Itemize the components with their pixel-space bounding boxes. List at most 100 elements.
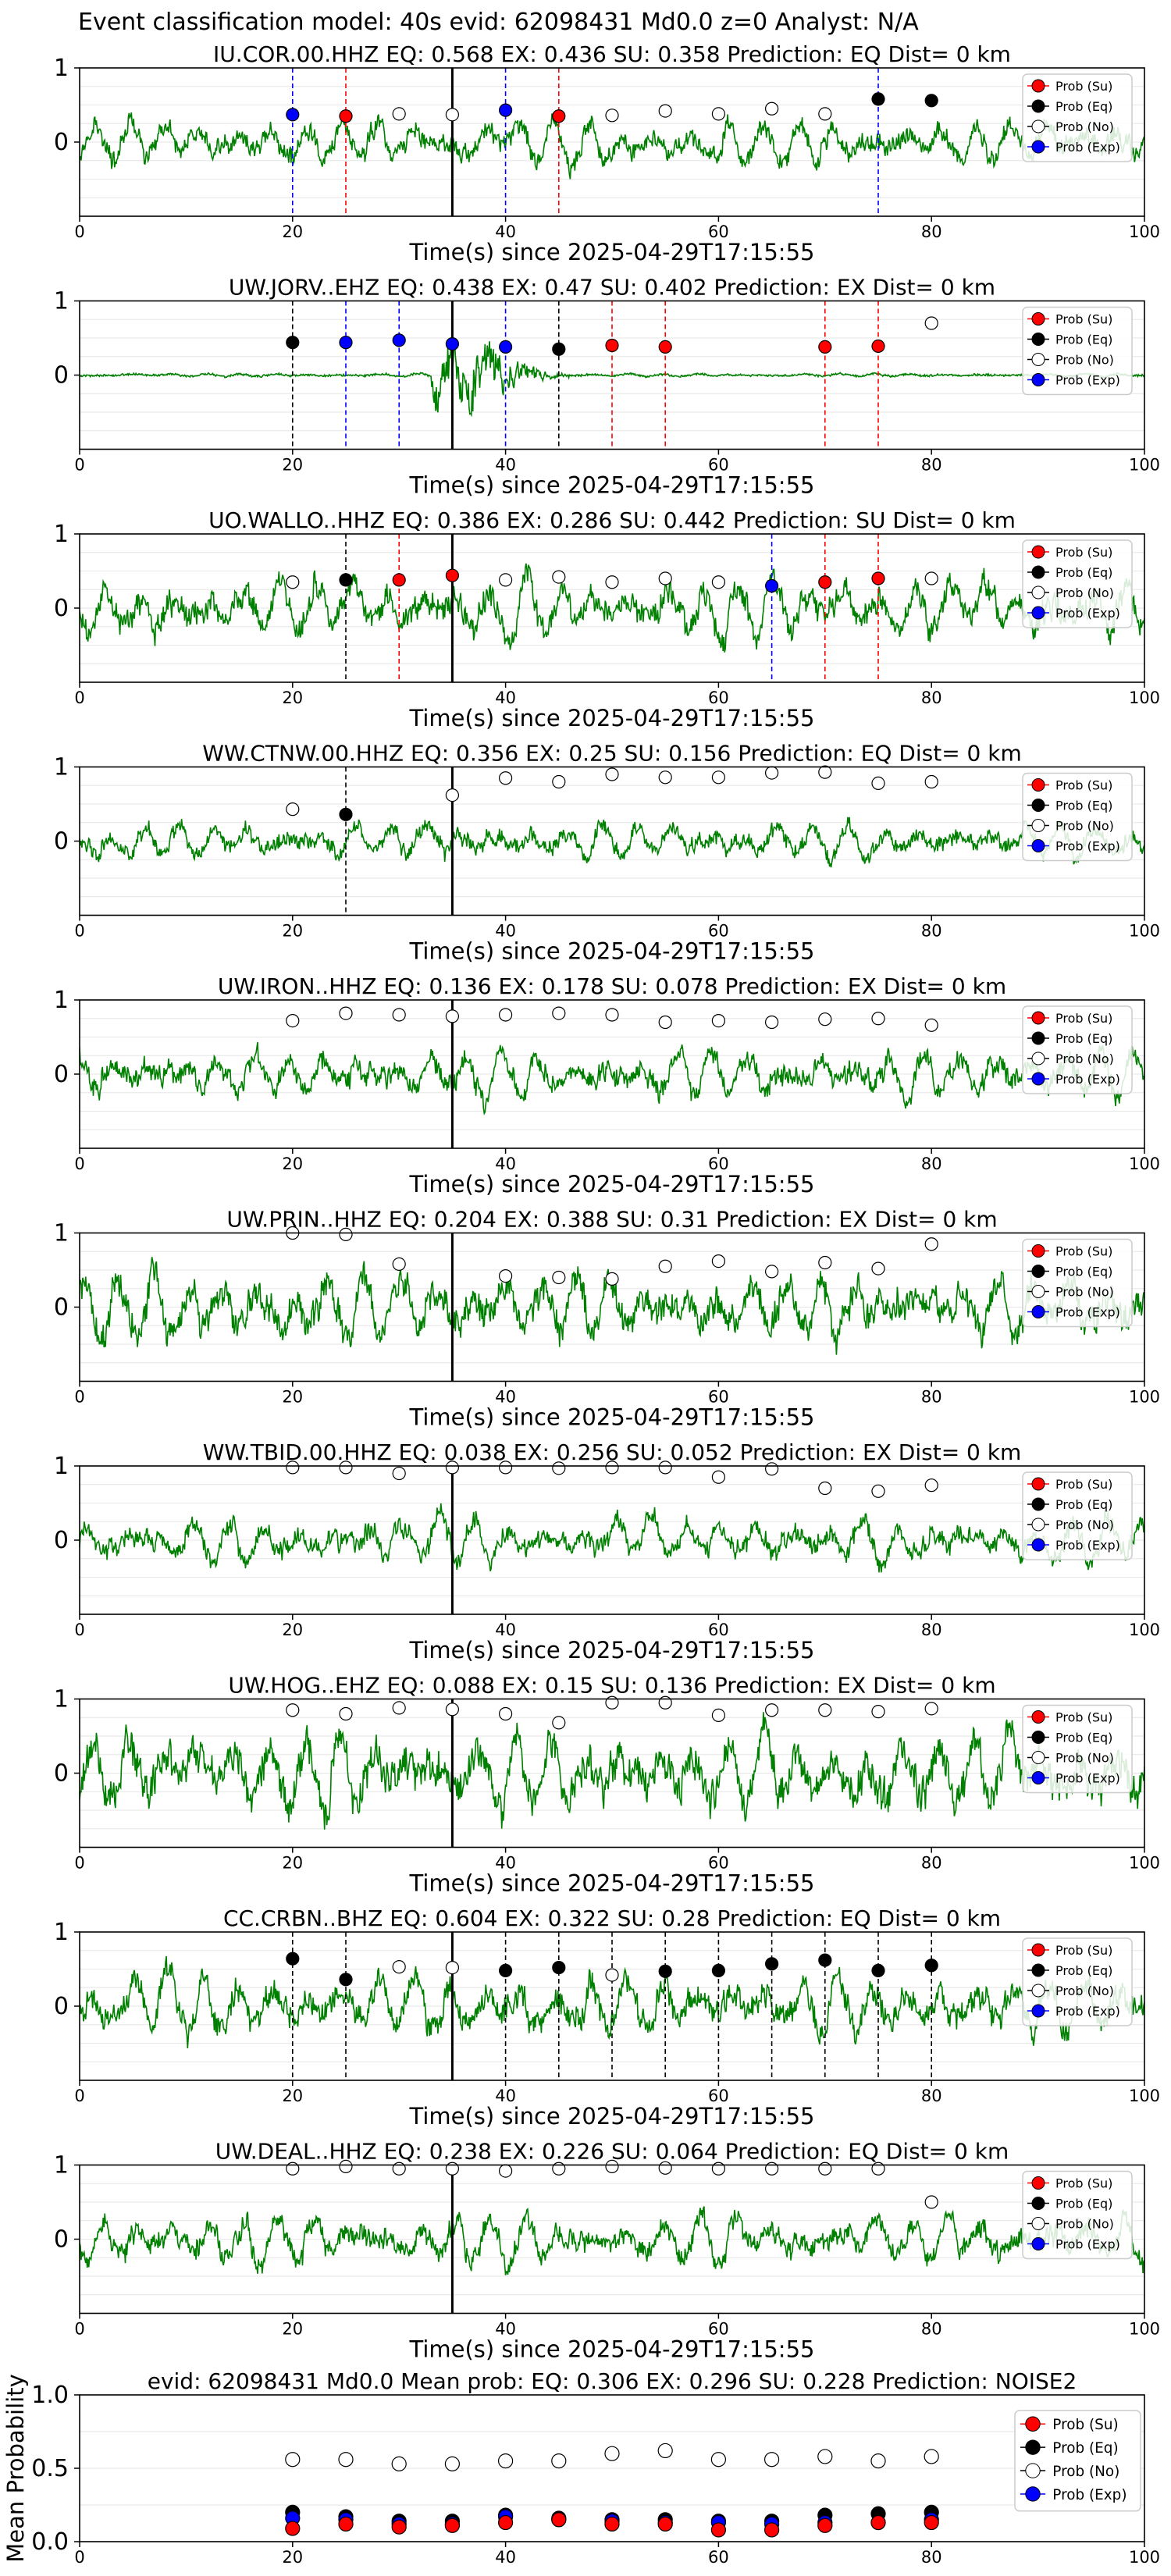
prob-marker-no (339, 1706, 353, 1721)
prob-marker-no (711, 1254, 726, 1268)
legend-marker-su (1031, 2176, 1045, 2190)
panel-title: UW.JORV..EHZ EQ: 0.438 EX: 0.47 SU: 0.40… (229, 275, 995, 301)
prob-marker-no (445, 1703, 460, 1717)
prob-marker-no (391, 2456, 407, 2471)
prob-marker-eq (658, 1964, 672, 1978)
legend-label: Prob (Su) (1055, 2176, 1112, 2191)
waveform-trace (80, 1503, 1144, 1573)
prob-marker-no (285, 2452, 301, 2467)
x-tick-label: 80 (921, 2320, 942, 2339)
plot-area (80, 2165, 1144, 2314)
y-tick-label: 1 (54, 55, 69, 82)
prob-marker-no (924, 2449, 939, 2464)
prob-marker-no (924, 1478, 938, 1493)
legend-box (1022, 1238, 1133, 1328)
prob-marker-no (764, 1265, 779, 1279)
legend-label: Prob (No) (1055, 585, 1114, 600)
station-panel: UW.HOG..EHZ EQ: 0.088 EX: 0.15 SU: 0.136… (54, 1673, 1160, 1897)
prob-marker-eq (339, 807, 353, 821)
x-tick-label: 60 (708, 688, 729, 707)
legend-box (1022, 2170, 1133, 2260)
prob-marker-no (339, 2159, 353, 2173)
prob-marker-no (764, 766, 779, 780)
prob-marker-su (551, 2512, 567, 2528)
prob-marker-no (711, 107, 726, 121)
panel-title: CC.CRBN..BHZ EQ: 0.604 EX: 0.322 SU: 0.2… (223, 1905, 1001, 1931)
prob-marker-su (871, 339, 885, 354)
prob-marker-no (871, 1261, 885, 1276)
legend-marker-su (1031, 1477, 1045, 1491)
x-tick-label: 80 (921, 1621, 942, 1639)
legend-marker-no (1031, 1517, 1045, 1532)
prob-marker-no (498, 1706, 513, 1721)
prob-marker-no (924, 1018, 938, 1032)
prob-marker-no (710, 2452, 727, 2467)
x-tick-label: 0 (74, 1854, 84, 1873)
x-tick-label: 20 (282, 1155, 303, 1173)
legend-label: Prob (Su) (1055, 1244, 1112, 1259)
legend-box (1022, 1704, 1133, 1794)
panel-title: evid: 62098431 Md0.0 Mean prob: EQ: 0.30… (148, 2368, 1077, 2394)
prob-marker-no (924, 1702, 938, 1716)
x-tick-label: 60 (708, 922, 729, 941)
x-tick-label: 100 (1129, 2320, 1160, 2339)
legend-marker-no (1031, 2217, 1045, 2230)
prob-marker-eq (286, 1952, 300, 1966)
prob-marker-exp (498, 103, 513, 117)
legend-label: Prob (No) (1055, 1984, 1114, 1998)
panel-title: UW.HOG..EHZ EQ: 0.088 EX: 0.15 SU: 0.136… (228, 1673, 995, 1699)
prob-marker-no (605, 575, 619, 589)
prob-marker-no (445, 1461, 460, 1475)
station-panels: IU.COR.00.HHZ EQ: 0.568 EX: 0.436 SU: 0.… (2, 41, 1160, 2567)
prob-marker-su (338, 2516, 354, 2532)
prob-marker-no (605, 767, 619, 781)
x-tick-label: 0 (74, 688, 84, 707)
y-tick-label: 0.5 (31, 2455, 69, 2482)
legend-label: Prob (Exp) (1055, 1771, 1120, 1786)
prob-marker-no (924, 316, 938, 330)
legend-label: Prob (Su) (1055, 79, 1112, 94)
prob-marker-su (552, 109, 566, 123)
x-tick-label: 20 (282, 2548, 303, 2567)
legend-label: Prob (Eq) (1055, 1963, 1112, 1978)
x-tick-label: 100 (1129, 1388, 1160, 1407)
x-tick-label: 0 (74, 222, 84, 241)
legend-marker-exp (1031, 1538, 1045, 1552)
prob-marker-no (711, 575, 726, 589)
legend-marker-exp (1031, 2004, 1045, 2018)
x-axis-label: Time(s) since 2025-04-29T17:15:55 (409, 2336, 815, 2363)
panel-title: UO.WALLO..HHZ EQ: 0.386 EX: 0.286 SU: 0.… (208, 507, 1016, 533)
legend-marker-exp (1031, 373, 1045, 386)
x-tick-label: 80 (921, 1155, 942, 1173)
prob-marker-su (763, 2522, 780, 2538)
legend-label: Prob (Su) (1055, 545, 1112, 560)
x-tick-label: 80 (921, 922, 942, 941)
legend-label: Prob (Eq) (1052, 2440, 1118, 2457)
x-tick-label: 100 (1129, 688, 1160, 707)
prob-marker-no (871, 776, 885, 791)
prob-marker-no (286, 1461, 300, 1475)
station-panel: UW.DEAL..HHZ EQ: 0.238 EX: 0.226 SU: 0.0… (54, 2139, 1160, 2363)
legend-label: Prob (Eq) (1055, 2197, 1112, 2211)
legend-label: Prob (No) (1055, 1751, 1114, 1766)
prob-marker-su (605, 338, 619, 353)
legend-box (1022, 306, 1133, 396)
x-axis-label: Time(s) since 2025-04-29T17:15:55 (409, 938, 815, 965)
y-tick-label: 0 (54, 362, 69, 390)
prob-marker-no (338, 2452, 354, 2467)
legend-box (1022, 1937, 1133, 2026)
y-tick-label: 0 (54, 129, 69, 156)
prob-marker-no (818, 1255, 832, 1270)
x-tick-label: 20 (282, 222, 303, 241)
legend-label: Prob (Exp) (1055, 373, 1120, 388)
panel-title: WW.CTNW.00.HHZ EQ: 0.356 EX: 0.25 SU: 0.… (202, 741, 1022, 767)
waveform-trace (80, 1257, 1144, 1355)
y-tick-label: 1 (54, 754, 69, 781)
prob-marker-eq (711, 1963, 726, 1977)
x-axis-label: Time(s) since 2025-04-29T17:15:55 (409, 239, 815, 265)
prob-marker-no (605, 1968, 619, 1982)
prob-marker-no (605, 109, 619, 123)
legend-marker-no (1031, 1751, 1045, 1764)
x-tick-label: 100 (1129, 1155, 1160, 1173)
plot-area (80, 534, 1144, 682)
